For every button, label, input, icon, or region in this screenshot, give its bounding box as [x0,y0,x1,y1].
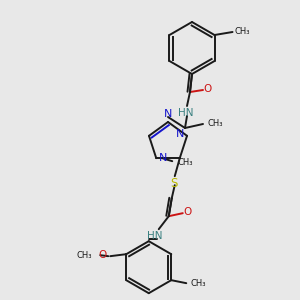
Text: N: N [159,153,167,163]
Text: CH₃: CH₃ [190,279,206,288]
Text: S: S [170,177,177,190]
Text: O: O [204,84,212,94]
Text: CH₃: CH₃ [235,26,250,35]
Text: CH₃: CH₃ [77,251,92,260]
Text: N: N [164,109,172,119]
Text: CH₃: CH₃ [207,118,223,127]
Text: O: O [98,250,106,260]
Text: HN: HN [178,108,194,118]
Text: CH₃: CH₃ [177,158,193,167]
Text: N: N [176,129,184,139]
Text: O: O [184,207,192,217]
Text: HN: HN [147,231,163,241]
